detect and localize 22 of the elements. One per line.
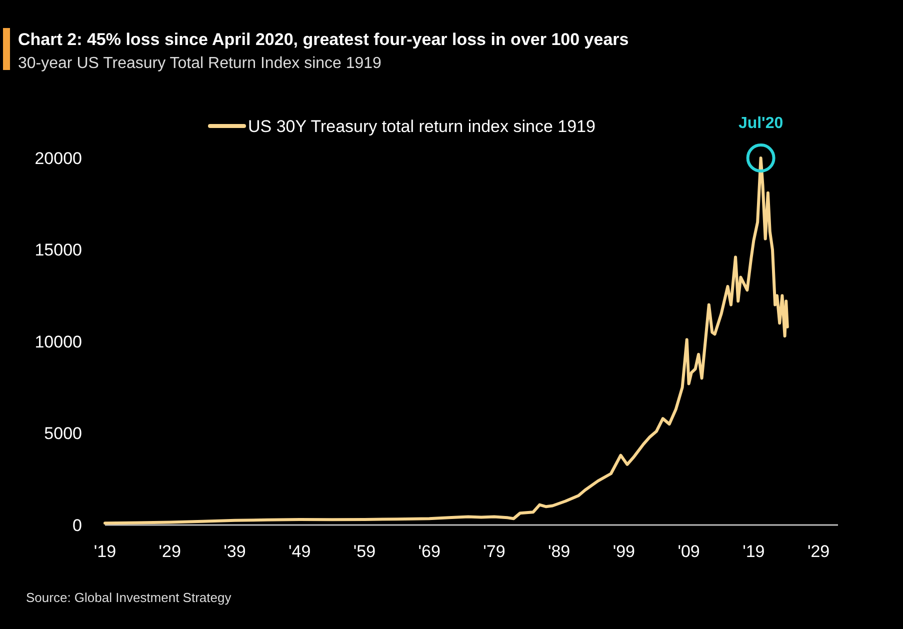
x-tick-label: '29 [807, 542, 830, 561]
y-tick-label: 0 [72, 516, 82, 535]
source-note: Source: Global Investment Strategy [26, 590, 232, 605]
y-tick-label: 20000 [34, 148, 82, 168]
x-tick-label: '79 [483, 542, 506, 561]
y-tick-label: 15000 [34, 240, 82, 260]
y-tick-label: 10000 [34, 332, 82, 352]
x-tick-label: '99 [612, 542, 636, 561]
x-tick-label: '19 [742, 542, 765, 561]
x-tick-label: '89 [548, 542, 570, 561]
x-tick-label: '19 [94, 542, 116, 561]
x-tick-label: '09 [678, 542, 700, 561]
annotation: Jul'20 [738, 115, 784, 132]
legend-label: US 30Y Treasury total return index since 1919 [248, 116, 596, 136]
x-tick-label: '59 [353, 542, 376, 561]
y-tick-label: 5000 [44, 424, 82, 444]
x-tick-label: '69 [418, 542, 440, 561]
x-tick-label: '49 [288, 542, 311, 561]
chart-title: Chart 2: 45% loss since April 2020, greatest four-year loss in over 100 years [18, 30, 629, 49]
x-tick-label: '29 [158, 542, 181, 561]
x-tick-label: '39 [224, 542, 246, 561]
chart-subtitle: 30-year US Treasury Total Return Index since 1919 [18, 55, 382, 72]
